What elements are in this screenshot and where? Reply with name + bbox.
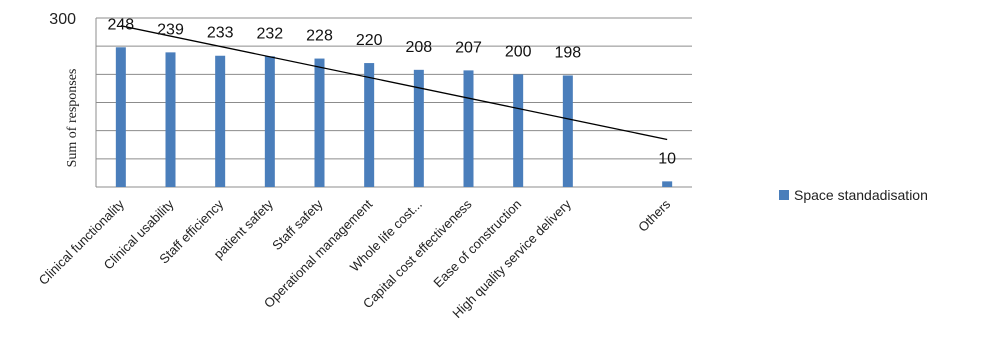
bar [513,74,523,187]
gridlines [96,18,692,187]
trendline [121,26,667,140]
data-labels: 248 239 233 232 228 220 208 207 200 198 10 [107,16,676,167]
data-label: 233 [207,25,234,42]
data-label: 248 [107,16,134,33]
legend-swatch [779,190,789,200]
data-label: 198 [554,44,581,61]
legend: Space standadisation [779,187,928,203]
y-tick-label: 300 [49,11,76,28]
legend-label: Space standadisation [794,187,928,203]
trendline-group [121,26,667,140]
y-ticks: 300 [49,11,76,28]
bar [662,181,672,187]
bar [166,52,176,187]
data-label: 208 [405,39,432,56]
bar [464,70,474,187]
bar [563,75,573,187]
data-label: 228 [306,28,333,45]
x-tick-label: Ease of construction [430,197,524,291]
data-label: 207 [455,39,482,56]
x-tick-label: Others [635,196,674,235]
x-tick-label: Clinical functionality [36,196,128,288]
data-label: 232 [256,25,283,42]
bar [315,59,325,187]
bar [364,63,374,187]
data-label: 10 [658,150,676,167]
data-label: 239 [157,21,184,38]
bars [116,47,672,187]
data-label: 220 [356,32,383,49]
data-label: 200 [505,43,532,60]
bar [265,56,275,187]
y-axis-label: Sum of responses [65,69,80,168]
bar [215,56,225,187]
bar [116,47,126,187]
